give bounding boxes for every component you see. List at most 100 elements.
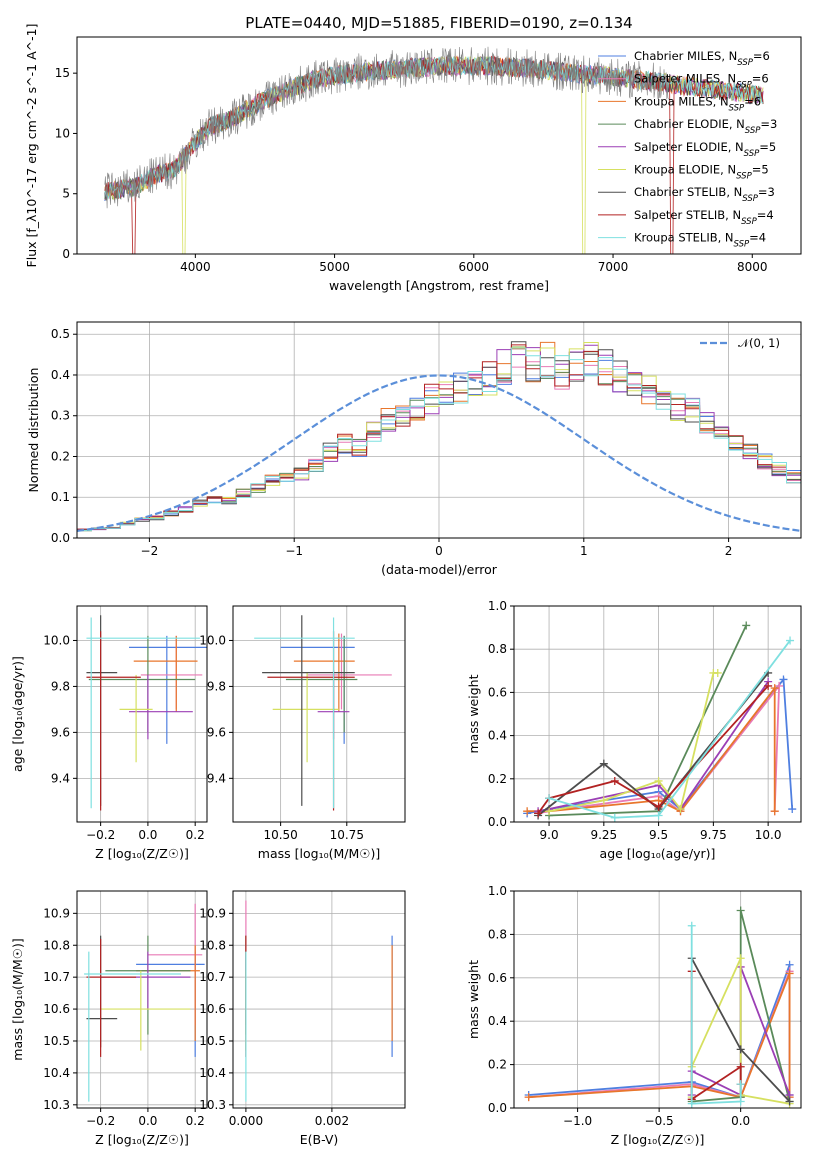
y-axis-label: mass [log₁₀(M/M☉)] <box>10 938 25 1060</box>
y-tick-label: 0 <box>62 247 70 261</box>
y-tick-label: 0.8 <box>488 927 507 941</box>
plot-area <box>254 615 392 811</box>
panel-age_vs_mass: 10.50 10.75 9.4 9.6 9.8 10.0 mass [log₁₀(M/M☉)… <box>199 605 406 861</box>
gaussian-curve <box>77 374 801 532</box>
x-tick-label: 0.0 <box>138 1114 157 1128</box>
y-tick-label: 9.8 <box>51 679 70 693</box>
x-tick-label: 0.2 <box>186 1114 205 1128</box>
legend-label: Chabrier ELODIE, NSSP=3 <box>634 117 777 136</box>
weight-marker <box>779 675 788 684</box>
plot-area <box>524 906 794 1108</box>
chart-title: PLATE=0440, MJD=51885, FIBERID=0190, z=0… <box>245 14 632 32</box>
weight-marker <box>785 969 794 978</box>
legend-label: Salpeter MILES, NSSP=6 <box>634 72 769 91</box>
weight-marker <box>599 796 608 805</box>
weight-marker <box>788 805 797 814</box>
weight-marker <box>687 1099 696 1108</box>
x-tick-label: 0.0 <box>731 1114 750 1128</box>
y-tick-label: 10.7 <box>43 970 70 984</box>
weight-marker <box>545 807 554 816</box>
weight-marker <box>523 807 532 816</box>
y-axis-label: Normed distribution <box>26 368 41 493</box>
x-tick-label: 6000 <box>459 260 490 274</box>
y-tick-label: 10.5 <box>43 1034 70 1048</box>
x-axis-label: wavelength [Angstrom, rest frame] <box>329 278 549 293</box>
y-tick-label: 0.2 <box>488 772 507 786</box>
weight-marker <box>770 807 779 816</box>
weight-line <box>537 672 769 817</box>
x-tick-label: −1 <box>285 544 303 558</box>
x-tick-label: 8000 <box>737 260 768 274</box>
plot-area <box>86 615 207 811</box>
y-tick-label: 10.6 <box>43 1002 70 1016</box>
observed-spectrum <box>104 46 669 209</box>
axes-frame <box>232 605 406 823</box>
y-tick-label: 0.4 <box>51 368 70 382</box>
axes-frame <box>513 605 802 823</box>
weight-marker <box>736 954 745 963</box>
x-tick-label: 0.0 <box>138 828 157 842</box>
weight-marker <box>654 802 663 811</box>
y-tick-label: 10.0 <box>199 633 226 647</box>
y-tick-label: 9.6 <box>51 725 70 739</box>
axes-frame <box>76 890 208 1109</box>
x-tick-label: 0 <box>435 544 443 558</box>
y-tick-label: 10.4 <box>43 1066 70 1080</box>
axes-frame <box>232 890 406 1109</box>
legend-label: Salpeter ELODIE, NSSP=5 <box>634 140 776 159</box>
x-tick-label: 9.75 <box>700 828 727 842</box>
y-tick-label: 10.4 <box>199 1066 226 1080</box>
y-tick-label: 10.5 <box>199 1034 226 1048</box>
y-tick-label: 0.4 <box>488 729 507 743</box>
y-tick-label: 0.4 <box>488 1014 507 1028</box>
x-tick-label: −0.2 <box>86 828 115 842</box>
legend-label: Kroupa STELIB, NSSP=4 <box>634 231 766 250</box>
weight-marker <box>785 1097 794 1106</box>
y-tick-label: 0.0 <box>51 531 70 545</box>
panel-mass_vs_ebv: 0.000 0.002 10.3 10.4 10.5 10.6 10.7 10.8 10.9 E(… <box>199 890 406 1147</box>
legend-label: Salpeter STELIB, NSSP=4 <box>634 208 774 227</box>
weight-line <box>537 685 769 814</box>
x-tick-label: 0.000 <box>229 1114 263 1128</box>
x-tick-label: −1.0 <box>563 1114 592 1128</box>
y-tick-label: 10.6 <box>199 1002 226 1016</box>
axes-frame <box>76 36 802 255</box>
y-tick-label: 10.3 <box>43 1098 70 1112</box>
y-axis-label: Flux [f_λ10^-17 erg cm^-2 s^-1 A^-1] <box>24 24 39 268</box>
weight-marker <box>534 809 543 818</box>
x-tick-label: 9.5 <box>649 828 668 842</box>
weight-marker <box>736 1045 745 1054</box>
weight-marker <box>654 776 663 785</box>
legend-label: Chabrier STELIB, NSSP=3 <box>634 185 775 204</box>
weight-marker <box>687 921 696 930</box>
legend-label: Kroupa ELODIE, NSSP=5 <box>634 163 769 182</box>
y-axis-label: mass weight <box>466 674 481 753</box>
x-axis-label: age [log₁₀(age/yr)] <box>600 846 716 861</box>
weight-marker <box>736 906 745 915</box>
y-tick-label: 10 <box>55 126 70 140</box>
weight-marker <box>545 794 554 803</box>
y-tick-label: 10.3 <box>199 1098 226 1112</box>
weight-marker <box>770 684 779 693</box>
x-tick-label: 4000 <box>180 260 211 274</box>
y-tick-label: 0.8 <box>488 642 507 656</box>
weight-marker <box>736 1062 745 1071</box>
y-tick-label: 9.4 <box>51 771 70 785</box>
x-tick-label: 0.2 <box>186 828 205 842</box>
weight-line <box>548 640 791 819</box>
y-tick-label: 10.7 <box>199 970 226 984</box>
y-tick-label: 0.0 <box>488 1101 507 1115</box>
y-tick-label: 9.4 <box>207 771 226 785</box>
x-tick-label: −2 <box>141 544 159 558</box>
weight-marker <box>713 668 722 677</box>
plot-area <box>77 341 801 532</box>
x-tick-label: 9.25 <box>590 828 617 842</box>
x-axis-label: Z [log₁₀(Z/Z☉)] <box>95 846 189 861</box>
weight-marker <box>610 813 619 822</box>
y-axis-label: age [log₁₀(age/yr)] <box>10 656 25 772</box>
x-tick-label: 5000 <box>319 260 350 274</box>
y-tick-label: 0.0 <box>488 815 507 829</box>
histogram-step <box>77 347 801 531</box>
y-axis-label: mass weight <box>466 960 481 1039</box>
axes-frame <box>513 890 802 1109</box>
